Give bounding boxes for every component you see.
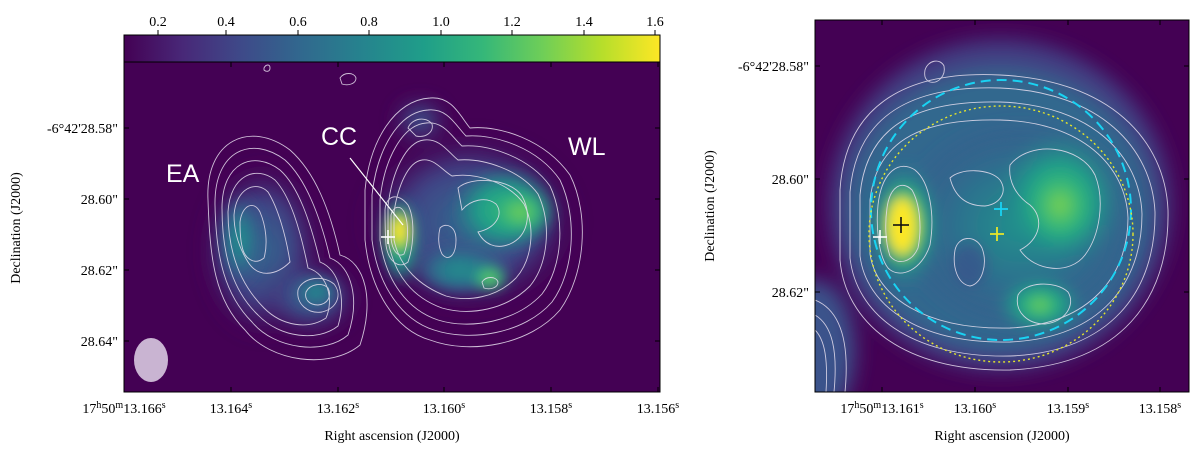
colorbar-tick-label: 0.6 bbox=[289, 15, 307, 30]
y-tick-label: 28.60" bbox=[772, 173, 809, 188]
colorbar-tick-label: 1.2 bbox=[503, 15, 521, 30]
left-contours bbox=[207, 64, 583, 361]
colorbar-tick-label: 0.8 bbox=[360, 15, 378, 30]
x-tick-label: 13.160s bbox=[423, 400, 466, 417]
left-frame bbox=[123, 61, 661, 393]
colorbar-ticks: 0.2 0.4 0.6 0.8 1.0 1.2 1.4 1.6 bbox=[149, 15, 664, 35]
right-frame bbox=[814, 19, 1190, 393]
yellow-cross bbox=[990, 227, 1004, 241]
x-tick-label: 13.162s bbox=[317, 400, 360, 417]
y-tick-label: 28.64" bbox=[81, 335, 118, 350]
right-panel: 17h50m13.161s 13.160s 13.159s 13.158s -6°42'… bbox=[703, 19, 1190, 444]
x-tick-label: 13.158s bbox=[530, 400, 573, 417]
x-tick-label: 13.160s bbox=[954, 400, 997, 417]
left-panel: 0.2 0.4 0.6 0.8 1.0 1.2 1.4 1.6 bbox=[9, 15, 679, 444]
label-cc: CC bbox=[321, 123, 357, 151]
left-image bbox=[124, 62, 660, 392]
x-tick-label: 17h50m13.166s bbox=[82, 400, 165, 417]
colorbar-tick-label: 1.4 bbox=[575, 15, 593, 30]
right-ylabel: Declination (J2000) bbox=[703, 150, 718, 262]
left-ylabel: Declination (J2000) bbox=[9, 172, 24, 284]
colorbar: 0.2 0.4 0.6 0.8 1.0 1.2 1.4 1.6 bbox=[123, 15, 664, 63]
colorbar-tick-label: 1.0 bbox=[432, 15, 450, 30]
right-image bbox=[815, 20, 1189, 392]
right-axes: 17h50m13.161s 13.160s 13.159s 13.158s -6°42'… bbox=[738, 20, 1189, 417]
left-axes: 17h50m13.166s 13.164s 13.162s 13.160s 13.158… bbox=[47, 62, 679, 417]
right-contours bbox=[815, 60, 1169, 392]
cc-pointer-line bbox=[349, 157, 404, 226]
cc-cross bbox=[381, 230, 395, 244]
x-tick-label: 17h50m13.161s bbox=[840, 400, 923, 417]
colorbar-gradient bbox=[123, 34, 661, 63]
label-wl: WL bbox=[568, 133, 606, 161]
label-ea: EA bbox=[166, 160, 200, 188]
right-xlabel: Right ascension (J2000) bbox=[934, 429, 1070, 444]
x-tick-label: 13.158s bbox=[1139, 400, 1182, 417]
x-tick-label: 13.156s bbox=[637, 400, 680, 417]
yellow-dotted-circle bbox=[868, 105, 1134, 363]
y-tick-label: 28.62" bbox=[81, 264, 118, 279]
y-tick-label: 28.62" bbox=[772, 286, 809, 301]
left-xlabel: Right ascension (J2000) bbox=[324, 429, 460, 444]
beam-ellipse bbox=[134, 338, 168, 382]
x-tick-label: 13.164s bbox=[210, 400, 253, 417]
y-tick-label: -6°42'28.58" bbox=[738, 60, 809, 75]
x-tick-label: 13.159s bbox=[1047, 400, 1090, 417]
white-cross bbox=[873, 230, 887, 244]
colorbar-tick-label: 0.4 bbox=[217, 15, 235, 30]
colorbar-tick-label: 0.2 bbox=[149, 15, 167, 30]
colorbar-tick-label: 1.6 bbox=[646, 15, 664, 30]
y-tick-label: 28.60" bbox=[81, 193, 118, 208]
cyan-dashed-circle bbox=[870, 79, 1132, 341]
y-tick-label: -6°42'28.58" bbox=[47, 122, 118, 137]
cyan-cross bbox=[994, 202, 1008, 216]
black-cross bbox=[893, 217, 909, 233]
